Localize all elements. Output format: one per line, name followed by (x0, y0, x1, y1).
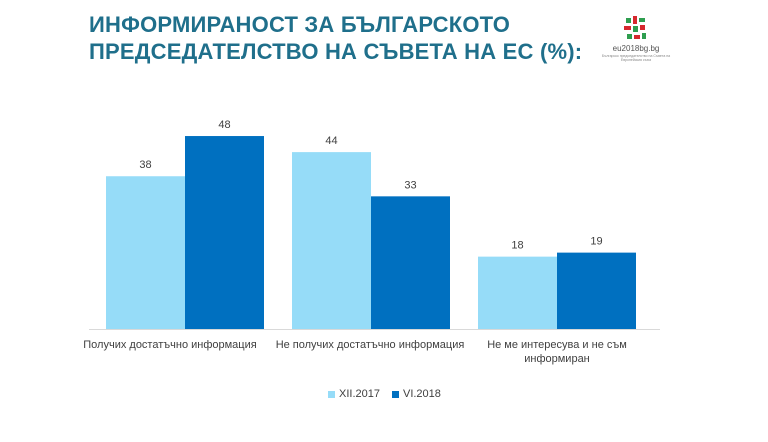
legend-item: XII.2017 (328, 388, 380, 400)
title-line-1: ИНФОРМИРАНОСТ ЗА БЪЛГАРСКОТО (89, 12, 511, 37)
chart-title: ИНФОРМИРАНОСТ ЗА БЪЛГАРСКОТО ПРЕДСЕДАТЕЛ… (89, 11, 589, 65)
data-label: 38 (139, 159, 151, 171)
legend-label: XII.2017 (339, 388, 380, 400)
category-label: информиран (524, 353, 590, 365)
logo-subtext: Българско председателство на Съвета на Е… (601, 54, 671, 62)
logo-shape (633, 16, 637, 24)
logo-shape (627, 34, 632, 39)
legend-swatch (391, 390, 399, 398)
category-label: Не получих достатъчно информация (276, 339, 465, 351)
legend-label: VI.2018 (402, 388, 441, 400)
bar-VI.2018-2 (557, 252, 636, 329)
bar-VI.2018-0 (185, 136, 264, 329)
logo-text: eu2018bg.bg (612, 44, 660, 53)
bar-XII.2017-1 (292, 152, 371, 329)
data-label: 48 (218, 119, 230, 131)
legend-swatch (328, 390, 335, 398)
logo-shape (642, 33, 646, 39)
legend-item: VI.2018 (391, 388, 441, 400)
title-line-2: ПРЕДСЕДАТЕЛСТВО НА СЪВЕТА НА ЕС (%): (89, 39, 583, 64)
category-label: Не ме интересува и не съм (487, 339, 627, 351)
bar-XII.2017-2 (478, 256, 557, 329)
logo-shape (640, 25, 645, 30)
data-label: 44 (325, 135, 337, 147)
logo-shape (626, 18, 631, 23)
bar-VI.2018-1 (371, 196, 450, 329)
bulgarian-presidency-logo-icon (624, 16, 646, 39)
logo-shape (634, 35, 640, 39)
category-label: Получих достатъчно информация (83, 339, 256, 351)
logo-shape (639, 18, 645, 22)
logo-shape (633, 26, 638, 32)
logo-shape (624, 26, 631, 30)
bar-XII.2017-0 (106, 176, 185, 329)
legend: XII.2017 VI.2018 (328, 388, 453, 402)
data-label: 33 (404, 179, 416, 191)
data-label: 18 (511, 240, 523, 252)
data-label: 19 (590, 236, 602, 248)
